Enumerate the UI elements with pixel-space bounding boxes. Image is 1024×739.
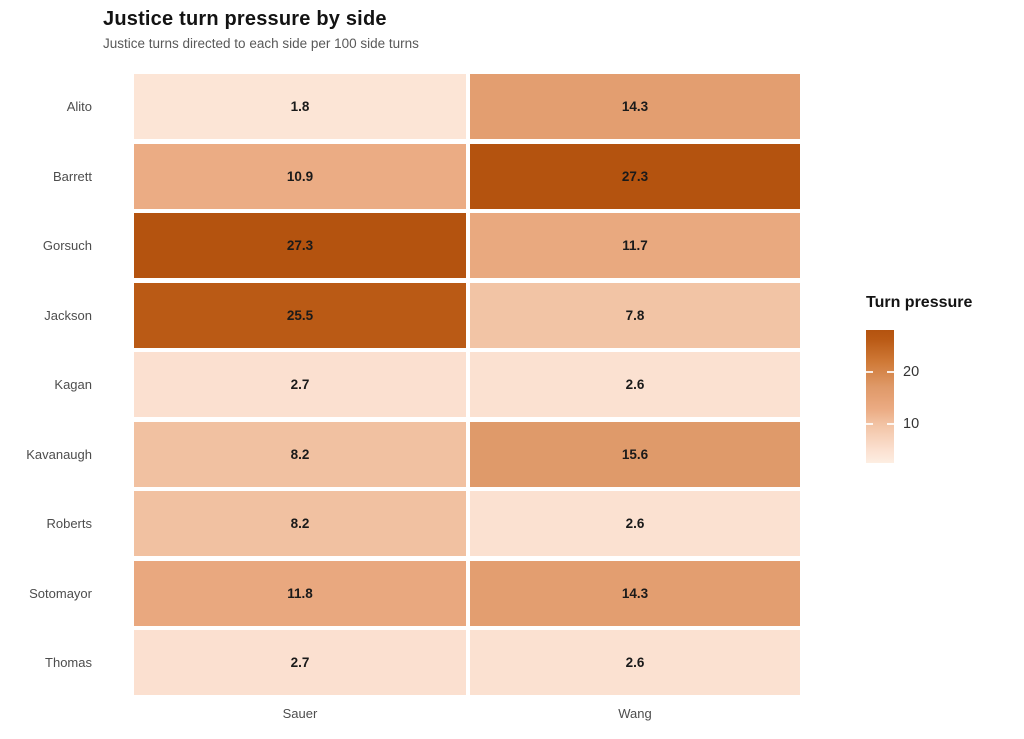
heatmap-cell: 2.6 (470, 352, 800, 417)
heatmap-cell: 2.6 (470, 630, 800, 695)
heatmap-cell: 2.7 (134, 352, 466, 417)
y-axis-label: Barrett (52, 168, 92, 184)
y-axis-label: Jackson (44, 307, 92, 323)
x-axis-label: Sauer (282, 706, 318, 721)
chart-subtitle: Justice turns directed to each side per … (103, 36, 419, 51)
heatmap-cell: 15.6 (470, 421, 800, 487)
y-axis-label: Roberts (46, 516, 92, 531)
legend-tick-mark (887, 371, 894, 374)
heatmap-cell: 8.2 (134, 421, 466, 487)
heatmap-cell: 10.9 (134, 143, 466, 209)
legend-title: Turn pressure (866, 294, 973, 311)
heatmap-cell: 2.6 (470, 491, 800, 556)
y-axis-label: Gorsuch (42, 238, 92, 253)
heatmap-cell: 8.2 (134, 491, 466, 556)
y-axis-label: Thomas (45, 655, 92, 670)
legend-tick-mark (887, 423, 894, 426)
y-axis-label: Kagan (54, 377, 92, 392)
heatmap-cell: 7.8 (470, 282, 800, 348)
heatmap-cell: 1.8 (134, 74, 466, 139)
heatmap-cell: 2.7 (134, 630, 466, 695)
heatmap-cell: 25.5 (134, 282, 466, 348)
legend-gradient-bar (866, 330, 894, 463)
x-axis-label: Wang (618, 706, 652, 721)
y-axis-label: Sotomayor (29, 585, 92, 601)
legend-tick-mark (866, 423, 873, 426)
heatmap-cell: 11.8 (134, 560, 466, 626)
legend-tick-label: 20 (903, 364, 920, 381)
heatmap-cell: 14.3 (470, 74, 800, 139)
y-axis-label: Kavanaugh (26, 446, 92, 462)
heatmap-cell: 14.3 (470, 560, 800, 626)
heatmap-cell: 11.7 (470, 213, 800, 278)
heatmap-cell: 27.3 (134, 213, 466, 278)
legend-tick-label: 10 (903, 416, 920, 433)
y-axis-label: Alito (66, 99, 92, 114)
heatmap-cell: 27.3 (470, 143, 800, 209)
heatmap-grid: Alito 1.8 14.3 Barrett 10.9 27.3 Gorsuch 27.3 11… (0, 74, 800, 695)
chart-title: Justice turn pressure by side (103, 8, 387, 30)
legend-tick-mark (866, 371, 873, 374)
